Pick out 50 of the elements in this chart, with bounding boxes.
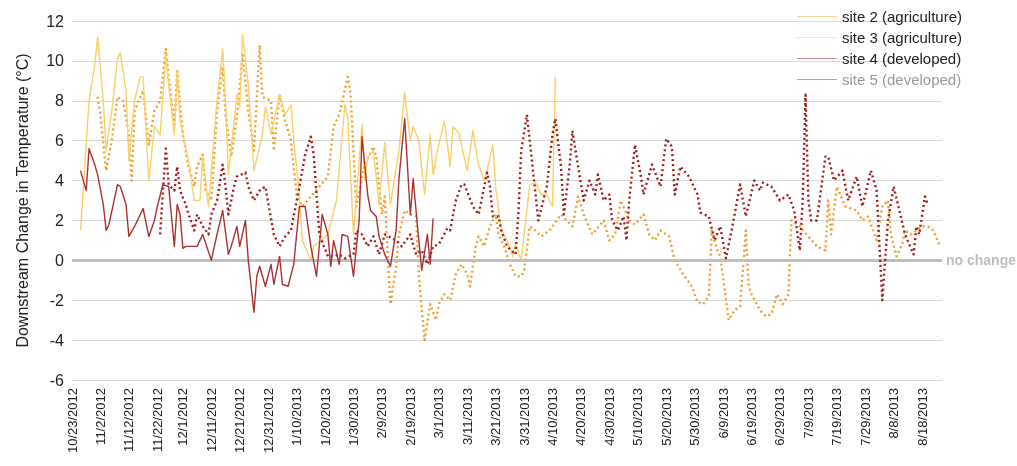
x-tick-label: 12/21/2012	[232, 388, 248, 454]
x-tick-label: 3/31/2013	[516, 388, 532, 446]
x-tick-label: 4/10/2013	[544, 388, 560, 446]
x-tick-label: 7/9/2013	[800, 388, 816, 439]
x-tick-label: 3/1/2013	[431, 388, 447, 439]
x-tick-label: 11/2/2012	[92, 388, 108, 445]
legend-label: site 3 (agriculture)	[841, 29, 962, 46]
y-tick-label: 0	[55, 251, 65, 269]
y-tick-label: 4	[55, 172, 65, 190]
x-tick-label: 5/30/2013	[687, 388, 703, 446]
x-tick-label: 1/10/2013	[289, 388, 305, 446]
x-tick-label: 8/18/2013	[914, 388, 930, 446]
x-tick-label: 5/20/2013	[658, 388, 674, 446]
x-tick-label: 4/20/2013	[573, 388, 589, 446]
x-tick-label: 12/31/2012	[260, 388, 276, 454]
x-tick-label: 7/19/2013	[829, 388, 845, 446]
x-tick-label: 3/21/2013	[488, 388, 504, 446]
x-tick-label: 1/20/2013	[317, 388, 333, 446]
y-tick-label: 8	[55, 92, 65, 110]
y-tick-label: 2	[55, 211, 65, 229]
x-tick-label: 12/1/2012	[175, 388, 191, 446]
y-axis-title: Downstream Change in Temperature (°C)	[13, 53, 31, 348]
y-tick-label: 10	[46, 52, 65, 70]
line-series	[79, 34, 557, 262]
x-tick-label: 12/11/2012	[203, 388, 219, 453]
x-tick-label: 11/22/2012	[149, 388, 165, 453]
y-tick-label: 6	[55, 132, 65, 150]
x-tick-label: 11/12/2012	[121, 388, 137, 453]
ref-line-label: no change	[946, 252, 1017, 269]
y-tick-label: -2	[49, 291, 65, 309]
x-tick-label: 6/19/2013	[744, 388, 760, 446]
legend-label: site 2 (agriculture)	[841, 8, 962, 25]
x-tick-label: 5/10/2013	[630, 388, 646, 446]
y-tick-label: -6	[49, 371, 65, 389]
x-tick-label: 4/30/2013	[601, 388, 617, 446]
x-tick-label: 3/11/2013	[459, 388, 475, 445]
line-series	[158, 93, 929, 302]
line-series	[79, 118, 434, 313]
y-tick-label: -4	[49, 331, 65, 349]
x-tick-label: 10/23/2012	[64, 388, 80, 454]
x-tick-label: 8/8/2013	[886, 388, 902, 439]
legend-label: site 4 (developed)	[841, 50, 962, 67]
x-tick-label: 1/30/2013	[345, 388, 361, 446]
x-tick-label: 2/9/2013	[374, 388, 390, 439]
x-tick-label: 6/29/2013	[772, 388, 788, 446]
y-tick-label: 12	[46, 12, 65, 30]
legend-label: site 5 (developed)	[841, 71, 962, 88]
x-tick-label: 6/9/2013	[715, 388, 731, 439]
x-tick-label: 2/19/2013	[402, 388, 418, 446]
x-tick-label: 7/29/2013	[857, 388, 873, 446]
